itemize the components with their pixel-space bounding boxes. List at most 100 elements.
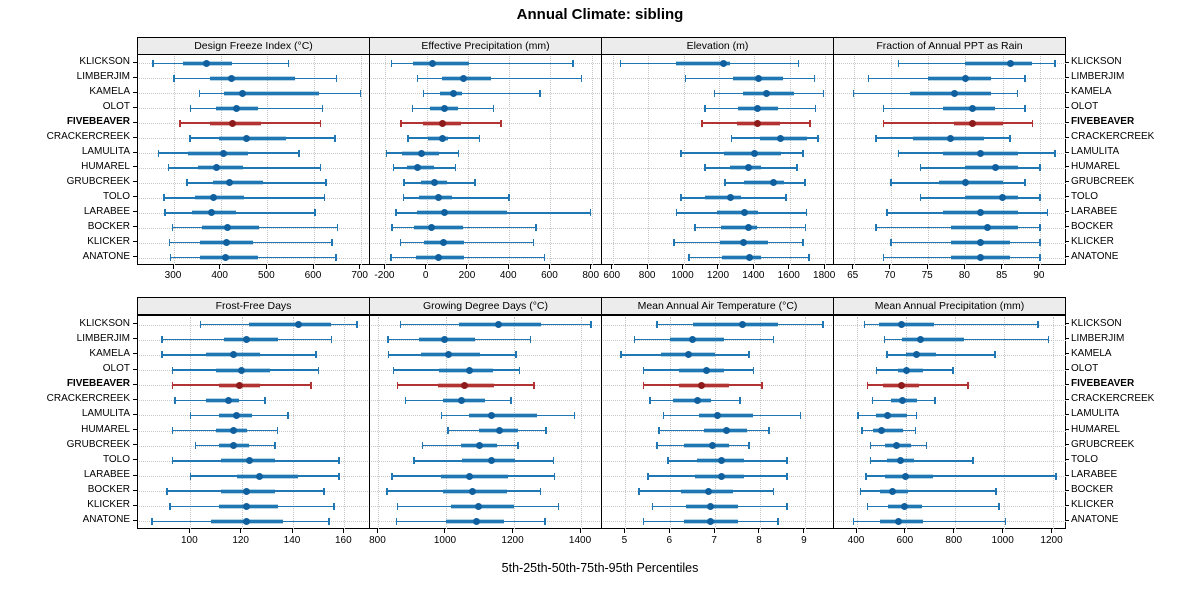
median-dot: [976, 239, 984, 247]
x-gridline: [591, 56, 593, 265]
whisker-cap-95th: [772, 487, 775, 495]
panel-strip: Design Freeze Index (°C): [137, 37, 370, 55]
station-label-right: ANATONE: [1071, 250, 1119, 262]
median-dot: [755, 74, 763, 82]
whisker-cap-5th: [886, 209, 888, 217]
median-dot: [698, 381, 706, 389]
whisker-cap-5th: [730, 134, 733, 142]
median-dot: [429, 59, 437, 67]
median-dot: [219, 149, 227, 157]
median-dot: [895, 517, 903, 525]
x-axis-tick: [668, 529, 670, 533]
station-label-left: TOLO: [102, 453, 130, 465]
whisker-cap-95th: [804, 179, 806, 187]
whisker-cap-5th: [867, 74, 870, 82]
station-label-left: KLICKER: [87, 499, 130, 511]
x-gridline: [581, 317, 583, 529]
whisker-cap-5th: [392, 164, 395, 172]
y-axis-tick-left: [133, 383, 137, 385]
x-tick-label: 8: [756, 535, 762, 546]
station-label-right: GRUBCREEK: [1071, 438, 1135, 450]
x-axis-tick: [376, 529, 378, 533]
whisker-cap-5th: [179, 119, 181, 127]
x-tick-label: 160: [334, 535, 352, 546]
whisker-cap-5th: [169, 502, 171, 510]
median-dot: [898, 396, 906, 404]
median-dot: [976, 149, 984, 157]
whisker-cap-5th: [694, 224, 696, 232]
station-label-right: LARABEE: [1071, 469, 1118, 480]
whisker-cap-95th: [925, 442, 928, 450]
whisker-cap-95th: [1024, 104, 1026, 112]
row-gridline: [835, 430, 1066, 432]
whisker-cap-95th: [287, 411, 289, 419]
whisker-cap-95th: [822, 321, 824, 329]
whisker-cap-5th: [852, 517, 855, 525]
whisker-cap-95th: [802, 239, 804, 247]
whisker-cap-5th: [171, 457, 174, 465]
median-dot: [225, 396, 233, 404]
whisker-cap-5th: [163, 194, 165, 202]
whisker-cap-95th: [510, 396, 512, 404]
median-dot: [707, 517, 715, 525]
iqr-bar-25-75: [759, 136, 808, 140]
station-label-right: HUMAREL: [1071, 160, 1120, 172]
x-tick-label: 65: [847, 270, 859, 281]
iqr-bar-25-75: [218, 136, 286, 140]
iqr-bar-25-75: [440, 474, 509, 478]
y-axis-tick-right: [1065, 338, 1069, 340]
whisker-cap-95th: [1055, 472, 1057, 480]
x-gridline: [853, 56, 855, 265]
x-axis-tick: [758, 529, 760, 533]
median-dot: [232, 104, 240, 112]
whisker-cap-95th: [589, 209, 592, 217]
whisker-5-95: [423, 92, 541, 95]
median-dot: [984, 224, 992, 232]
whisker-cap-95th: [287, 59, 290, 67]
panel-title: Elevation (m): [686, 40, 749, 52]
whisker-cap-5th: [857, 411, 859, 419]
iqr-bar-25-75: [414, 226, 463, 230]
whisker-cap-5th: [391, 472, 393, 480]
x-axis-tick: [788, 265, 790, 269]
x-gridline: [928, 56, 930, 265]
whisker-cap-5th: [875, 366, 878, 374]
whisker-cap-5th: [919, 194, 922, 202]
y-axis-tick-left: [133, 459, 137, 461]
station-label-right: FIVEBEAVER: [1071, 116, 1135, 128]
median-dot: [722, 427, 730, 435]
x-gridline: [825, 56, 827, 265]
x-axis-tick: [507, 265, 509, 269]
whisker-cap-5th: [171, 366, 174, 374]
iqr-bar-25-75: [692, 323, 778, 327]
median-dot: [243, 487, 251, 495]
panel-plot: [601, 54, 834, 265]
panel-strip: Mean Annual Precipitation (mm): [833, 297, 1066, 315]
y-axis-tick-right: [1065, 76, 1069, 78]
median-dot: [441, 336, 449, 344]
whisker-cap-5th: [897, 59, 900, 67]
median-dot: [440, 209, 448, 217]
whisker-5-95: [164, 197, 325, 199]
whisker-cap-95th: [325, 179, 327, 187]
x-gridline: [1003, 317, 1005, 529]
median-dot: [238, 366, 246, 374]
y-axis-tick-right: [1065, 106, 1069, 108]
x-axis-tick: [1001, 265, 1003, 269]
whisker-5-95: [165, 212, 315, 214]
x-tick-label: 600: [896, 535, 914, 546]
y-axis-tick-left: [133, 353, 137, 355]
whisker-cap-95th: [1039, 224, 1041, 232]
y-axis-tick-right: [1065, 121, 1069, 123]
whisker-cap-5th: [620, 351, 622, 359]
x-gridline: [293, 317, 294, 529]
x-gridline: [612, 56, 614, 265]
iqr-bar-25-75: [683, 444, 729, 448]
panel-strip: Frost-Free Days: [137, 297, 370, 315]
whisker-cap-95th: [573, 411, 576, 419]
y-axis-tick-left: [133, 91, 137, 93]
whisker-cap-95th: [799, 411, 802, 419]
x-gridline: [965, 56, 967, 265]
y-axis-tick-left: [133, 398, 137, 400]
median-dot: [950, 89, 958, 97]
